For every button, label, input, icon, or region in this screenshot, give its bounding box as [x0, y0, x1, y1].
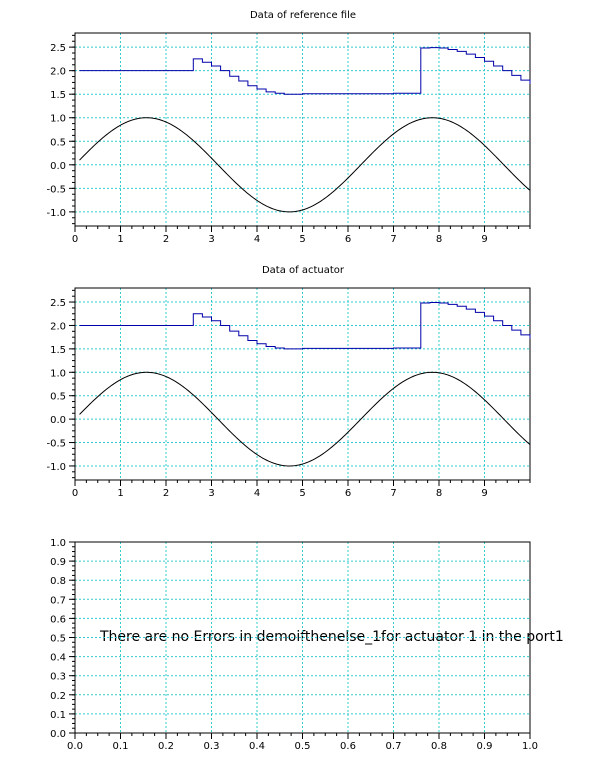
x-tick-label: 4 — [254, 234, 260, 245]
y-tick-label: -0.5 — [46, 184, 66, 195]
x-tick-label: 0.7 — [386, 741, 402, 752]
series-line-step — [79, 302, 531, 350]
y-tick-label: 0.5 — [50, 392, 66, 403]
y-tick-label: 0.1 — [50, 710, 66, 721]
y-tick-label: 2.0 — [50, 321, 66, 332]
series-line-step — [79, 47, 531, 95]
x-tick-label: 0 — [72, 234, 78, 245]
x-tick-label: 8 — [436, 488, 442, 499]
x-tick-label: 0.2 — [158, 741, 174, 752]
x-tick-label: 6 — [345, 234, 351, 245]
x-tick-label: 0.8 — [431, 741, 447, 752]
x-tick-label: 0.9 — [477, 741, 493, 752]
y-tick-label: 0.0 — [50, 415, 66, 426]
x-tick-label: 9 — [481, 488, 487, 499]
y-tick-label: 0.9 — [50, 557, 66, 568]
y-tick-label: 0.5 — [50, 137, 66, 148]
y-tick-label: -0.5 — [46, 439, 66, 450]
y-tick-label: 0.2 — [50, 691, 66, 702]
x-tick-label: 9 — [481, 234, 487, 245]
x-tick-label: 5 — [299, 234, 305, 245]
y-tick-label: -1.0 — [46, 208, 66, 219]
x-tick-label: 2 — [163, 234, 169, 245]
x-tick-label: 0.0 — [67, 741, 83, 752]
x-tick-label: 8 — [436, 234, 442, 245]
y-tick-label: 2.5 — [50, 43, 66, 54]
y-tick-label: 0.0 — [50, 729, 66, 740]
y-tick-label: 1.5 — [50, 345, 66, 356]
x-tick-label: 7 — [390, 488, 396, 499]
series-line-sine — [79, 117, 531, 213]
chart-title: Data of reference file — [250, 10, 356, 21]
x-tick-label: 1.0 — [522, 741, 538, 752]
y-tick-label: 0.0 — [50, 161, 66, 172]
y-tick-label: 0.3 — [50, 672, 66, 683]
x-tick-label: 0.4 — [249, 741, 265, 752]
y-tick-label: 1.0 — [50, 368, 66, 379]
x-tick-label: 0.5 — [295, 741, 311, 752]
chart-title: Data of actuator — [262, 265, 345, 276]
x-tick-label: 5 — [299, 488, 305, 499]
y-tick-label: 1.5 — [50, 90, 66, 101]
y-tick-label: 0.6 — [50, 614, 66, 625]
y-tick-label: 2.5 — [50, 298, 66, 309]
x-tick-label: 2 — [163, 488, 169, 499]
y-tick-label: 2.0 — [50, 67, 66, 78]
y-tick-label: 0.5 — [50, 634, 66, 645]
x-tick-label: 3 — [208, 488, 214, 499]
x-tick-label: 0.1 — [113, 741, 129, 752]
chart-reference-file: Data of reference file 0 1 2 3 4 5 6 7 8 9 -1.0 -0.… — [46, 10, 531, 245]
chart-error-report: There are no Errors in demoifthenelse_1f… — [50, 538, 564, 752]
y-tick-label: 1.0 — [50, 538, 66, 549]
x-tick-label: 1 — [117, 234, 123, 245]
y-tick-label: 0.4 — [50, 653, 66, 664]
series-line-sine — [79, 371, 531, 467]
x-tick-label: 4 — [254, 488, 260, 499]
chart-actuator: Data of actuator 0 1 2 3 4 5 6 7 8 9 -1.0 -0.5 0.0 0.… — [46, 265, 531, 499]
y-tick-label: 0.7 — [50, 595, 66, 606]
x-tick-label: 0 — [72, 488, 78, 499]
x-tick-label: 1 — [117, 488, 123, 499]
x-tick-label: 0.6 — [340, 741, 356, 752]
y-tick-label: 1.0 — [50, 114, 66, 125]
x-tick-label: 6 — [345, 488, 351, 499]
y-tick-label: -1.0 — [46, 462, 66, 473]
y-tick-label: 0.8 — [50, 576, 66, 587]
x-tick-label: 7 — [390, 234, 396, 245]
x-tick-label: 3 — [208, 234, 214, 245]
x-tick-label: 0.3 — [204, 741, 220, 752]
